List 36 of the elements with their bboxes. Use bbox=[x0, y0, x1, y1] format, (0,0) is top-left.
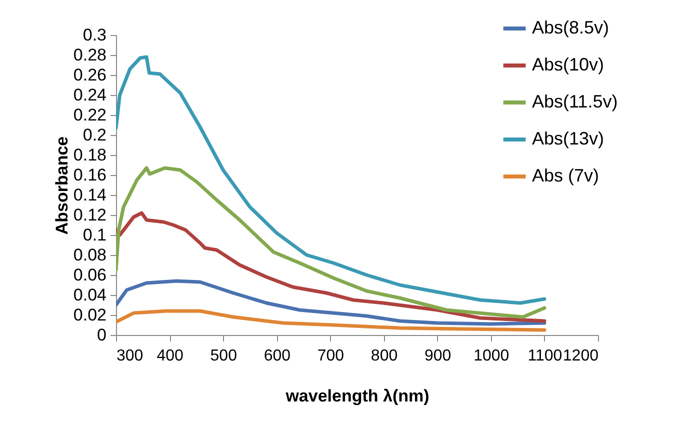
line-series bbox=[116, 309, 546, 332]
x-tick-label: 700 bbox=[317, 348, 344, 364]
y-tick-label: 0 bbox=[97, 326, 106, 344]
y-tick-label: 0.12 bbox=[73, 206, 106, 224]
y-tick-label: 0.16 bbox=[73, 166, 106, 184]
legend-label: Abs (7v) bbox=[532, 166, 600, 186]
legend-label: Abs(11.5v) bbox=[532, 92, 618, 112]
y-tick-label: 0.26 bbox=[73, 66, 106, 84]
y-axis-title: Absorbance bbox=[52, 136, 72, 235]
y-tick-label: 0.18 bbox=[73, 146, 106, 164]
y-tick-label: 0.06 bbox=[73, 266, 106, 284]
y-tick-label: 0.08 bbox=[73, 246, 106, 264]
y-tick-label: 0.04 bbox=[73, 286, 106, 304]
y-tick-label: 0.28 bbox=[73, 46, 106, 64]
x-tick-label: 400 bbox=[156, 348, 184, 364]
x-tick-label: 600 bbox=[264, 348, 291, 364]
x-tick-label: 1100 bbox=[528, 348, 562, 364]
x-tick-label: 900 bbox=[424, 348, 452, 364]
x-axis-title: wavelength λ(nm) bbox=[284, 386, 430, 406]
x-tick-label: 1000 bbox=[474, 348, 510, 364]
y-tick-label: 0.14 bbox=[73, 186, 106, 204]
line-series bbox=[116, 211, 546, 323]
line-series bbox=[116, 279, 546, 326]
legend-label: Abs(10v) bbox=[532, 54, 604, 74]
x-tick-label: 1200 bbox=[562, 348, 599, 364]
y-tick-label: 0.02 bbox=[73, 306, 106, 324]
legend-label: Abs(8.5v) bbox=[532, 18, 610, 38]
legend-label: Abs(13v) bbox=[532, 128, 604, 148]
x-tick-label: 300 bbox=[116, 348, 144, 364]
y-tick-label: 0.2 bbox=[82, 126, 106, 144]
x-tick-label: 800 bbox=[370, 348, 398, 364]
y-tick-label: 0.3 bbox=[82, 26, 106, 44]
y-tick-label: 0.22 bbox=[73, 106, 106, 124]
y-tick-label: 0.1 bbox=[82, 226, 106, 244]
y-tick-label: 0.24 bbox=[73, 86, 106, 104]
x-tick-label: 500 bbox=[210, 348, 238, 364]
